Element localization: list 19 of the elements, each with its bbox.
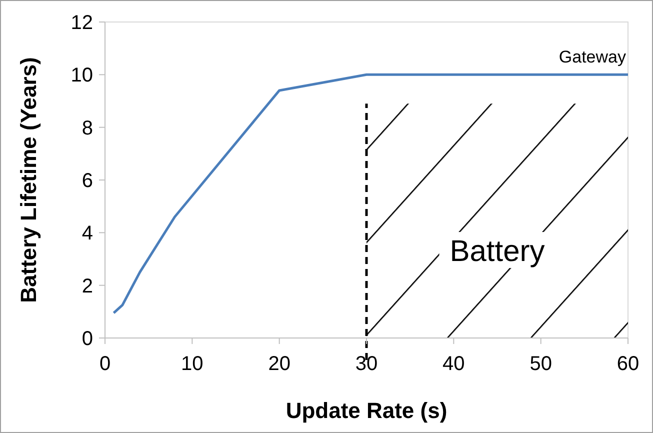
x-tick-label: 30 (355, 353, 378, 375)
x-tick-label: 0 (99, 353, 111, 375)
x-axis-title: Update Rate (s) (286, 398, 448, 423)
x-tick-label: 60 (616, 353, 640, 375)
y-tick-label: 4 (82, 222, 93, 245)
y-tick-label: 10 (70, 64, 93, 87)
y-tick-label: 0 (82, 328, 93, 350)
y-tick-label: 6 (82, 170, 93, 192)
x-tick-label: 40 (442, 353, 465, 375)
series-label: Gateway (558, 48, 626, 67)
y-axis-title: Battery Lifetime (Years) (16, 57, 41, 303)
x-tick-label: 20 (268, 353, 290, 375)
y-tick-label: 12 (70, 12, 93, 34)
y-tick-label: 2 (82, 275, 93, 298)
band-label: Battery (450, 235, 545, 268)
line-series (112, 73, 630, 314)
y-tick-label: 8 (82, 117, 93, 140)
x-tick-label: 50 (530, 353, 552, 375)
x-tick-label: 10 (181, 353, 204, 375)
